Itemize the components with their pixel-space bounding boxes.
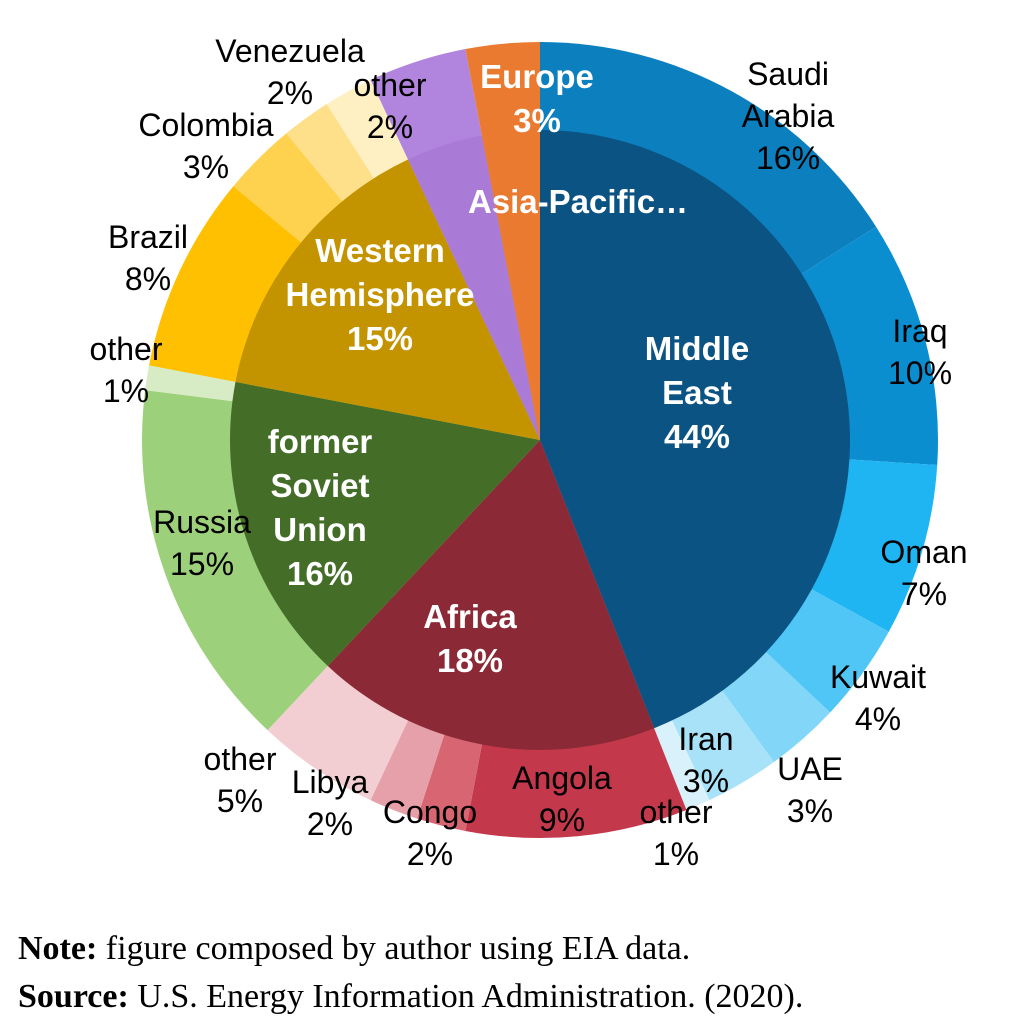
outer-ring-labels: Saudi Arabia 16% Iraq 10% Oman 7% Kuwait 4% UAE 3%… xyxy=(90,33,968,872)
inner-slice-former-soviet-union-2 xyxy=(230,381,540,666)
inner-label-africa: Africa 18% xyxy=(423,598,517,679)
outer-label-libya-9: Libya 2% xyxy=(292,764,369,842)
donut-chart: Saudi Arabia 16% Iraq 10% Oman 7% Kuwait 4% UAE 3%… xyxy=(90,33,968,872)
outer-label-other-6: other 1% xyxy=(640,794,713,872)
inner-label-asia-pacific: Asia-Pacific… xyxy=(468,183,688,220)
outer-label-other-16: other 2% xyxy=(354,67,427,145)
note-label: Note: xyxy=(18,930,98,967)
source-line: Source: U.S. Energy Information Administ… xyxy=(18,973,803,1021)
outer-label-other-10: other 5% xyxy=(204,741,277,819)
inner-ring xyxy=(230,130,851,750)
outer-label-brazil-13: Brazil 8% xyxy=(108,219,188,297)
note-text: figure composed by author using EIA data… xyxy=(97,930,691,967)
outer-label-oman-2: Oman 7% xyxy=(880,534,967,612)
outer-label-iraq-1: Iraq 10% xyxy=(888,313,952,391)
outer-label-venezuela-15: Venezuela 2% xyxy=(215,33,365,111)
outer-label-russia-11: Russia 15% xyxy=(153,504,251,582)
outer-label-uae-4: UAE 3% xyxy=(777,751,843,829)
inner-slice-africa-1 xyxy=(327,440,655,750)
inner-ring-labels: Middle East 44% Africa 18% former Soviet Union 1… xyxy=(268,58,750,679)
outer-label-congo-8: Congo 2% xyxy=(383,794,477,872)
inner-label-europe: Europe 3% xyxy=(480,58,594,139)
inner-slice-middle-east-0 xyxy=(540,130,851,729)
source-label: Source: xyxy=(18,978,129,1015)
source-text: U.S. Energy Information Administration. … xyxy=(128,978,804,1015)
outer-label-kuwait-3: Kuwait 4% xyxy=(830,659,926,737)
inner-slice-europe-5 xyxy=(481,130,540,440)
inner-slice-asia-pacific-4 xyxy=(408,135,540,440)
figure-notes: Note: figure composed by author using EI… xyxy=(18,925,803,1021)
note-line: Note: figure composed by author using EI… xyxy=(18,925,803,973)
outer-label-saudi-arabia-0: Saudi Arabia 16% xyxy=(742,56,835,176)
inner-label-former-soviet-union: former Soviet Union 16% xyxy=(268,423,373,592)
outer-label-colombia-14: Colombia 3% xyxy=(138,107,273,185)
inner-label-middle-east: Middle East 44% xyxy=(645,330,750,455)
outer-label-iran-5: Iran 3% xyxy=(678,721,733,799)
inner-label-western-hemisphere: Western Hemisphere 15% xyxy=(286,232,475,357)
outer-label-angola-7: Angola 9% xyxy=(512,760,612,838)
inner-slice-western-hemisphere-3 xyxy=(235,159,540,441)
outer-label-other-12: other 1% xyxy=(90,331,163,409)
